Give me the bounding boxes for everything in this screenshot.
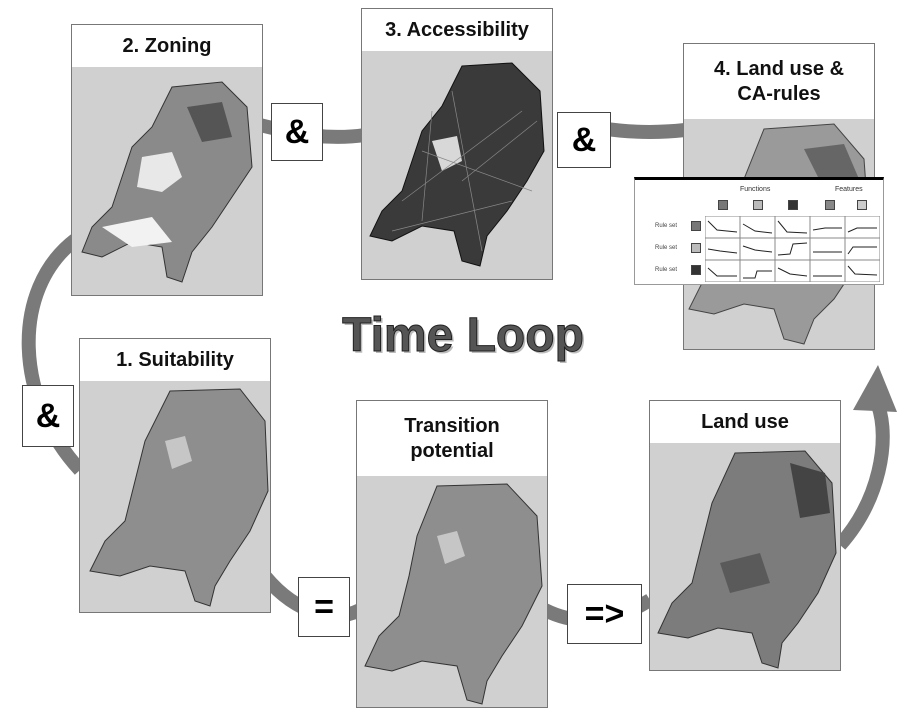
- function-swatch-1: [718, 200, 728, 210]
- function-swatch-2: [753, 200, 763, 210]
- landuse-panel: Land use: [649, 400, 841, 671]
- implies-operator: =>: [567, 584, 642, 644]
- rule-set-label-1: Rule set: [655, 223, 678, 229]
- suitability-panel: 1. Suitability: [79, 338, 271, 613]
- transition-map: [357, 476, 547, 707]
- time-loop-headline: Time Loop: [342, 309, 585, 363]
- rule-set-swatch-2: [691, 243, 701, 253]
- rule-set-swatch-3: [691, 265, 701, 275]
- ca-rules-table: Functions Features Rule set Rule set Rul…: [634, 177, 884, 285]
- feature-swatch-2: [857, 200, 867, 210]
- and-operator-1: &: [271, 103, 323, 161]
- rule-set-swatch-1: [691, 221, 701, 231]
- suitability-map: [80, 381, 270, 612]
- landuse-rules-title: 4. Land use & CA-rules: [684, 44, 874, 120]
- landuse-map: [650, 443, 840, 670]
- functions-header: Functions: [740, 186, 771, 193]
- zoning-title: 2. Zoning: [72, 25, 262, 68]
- rule-set-label-3: Rule set: [655, 267, 678, 273]
- accessibility-title: 3. Accessibility: [362, 9, 552, 52]
- and-operator-2: &: [557, 112, 611, 168]
- zoning-panel: 2. Zoning: [71, 24, 263, 296]
- accessibility-map: [362, 51, 552, 279]
- feature-swatch-1: [825, 200, 835, 210]
- suitability-title: 1. Suitability: [80, 339, 270, 382]
- landuse-title: Land use: [650, 401, 840, 444]
- equals-operator: =: [298, 577, 350, 637]
- and-operator-3: &: [22, 385, 74, 447]
- accessibility-panel: 3. Accessibility: [361, 8, 553, 280]
- zoning-map: [72, 67, 262, 295]
- transition-title: Transition potential: [357, 401, 547, 477]
- loop-arrowhead: [853, 365, 897, 412]
- rule-curves-grid: [705, 216, 880, 282]
- rule-set-label-2: Rule set: [655, 245, 678, 251]
- function-swatch-3: [788, 200, 798, 210]
- features-header: Features: [835, 186, 863, 193]
- transition-panel: Transition potential: [356, 400, 548, 708]
